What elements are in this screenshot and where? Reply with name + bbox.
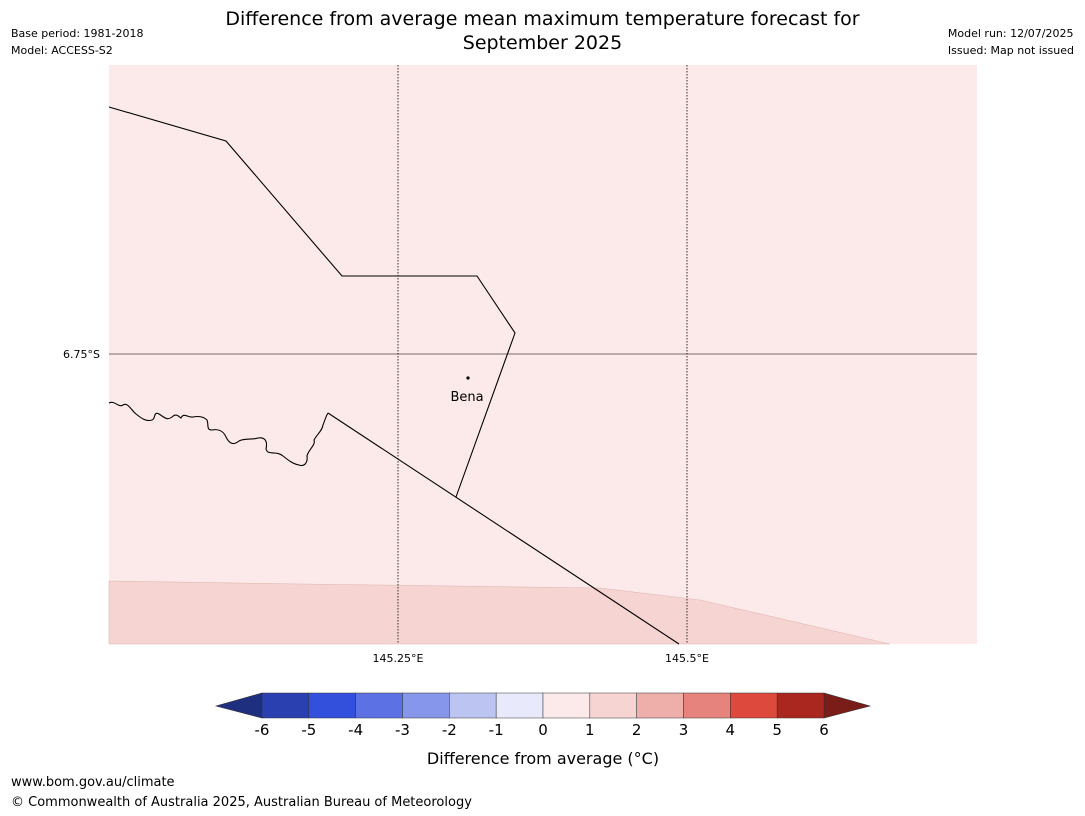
colorbar-over-arrow — [823, 692, 872, 719]
colorbar-tick-label: 5 — [772, 721, 782, 739]
colorbar-tick-label: 2 — [632, 721, 642, 739]
longitude-label-2: 145.5°E — [665, 652, 709, 665]
colorbar-swatch — [683, 692, 731, 719]
place-marker — [466, 376, 470, 380]
colorbar-swatch — [449, 692, 497, 719]
colorbar-swatch — [542, 692, 591, 719]
base-period-text: Base period: 1981-2018 — [11, 27, 144, 40]
anomaly-region-1-to-2 — [108, 580, 891, 645]
province-boundary-south — [327, 412, 680, 645]
footer-copyright: © Commonwealth of Australia 2025, Austra… — [11, 795, 472, 810]
colorbar-tick-label: -4 — [348, 721, 363, 739]
colorbar-tick-label: 6 — [819, 721, 829, 739]
colorbar-under-arrow — [214, 692, 263, 719]
title-line-1: Difference from average mean maximum tem… — [225, 8, 860, 30]
colorbar-swatch — [261, 692, 310, 719]
metadata-right: Model run: 12/07/2025 Issued: Map not is… — [948, 25, 1074, 59]
model-run-text: Model run: 12/07/2025 — [947, 27, 1074, 40]
colorbar-tick-label: 4 — [726, 721, 736, 739]
colorbar-swatch — [589, 692, 637, 719]
colorbar-swatch — [308, 692, 356, 719]
latitude-label: 6.75°S — [63, 348, 100, 361]
colorbar-swatch — [636, 692, 684, 719]
colorbar-tick-label: -2 — [442, 721, 457, 739]
colorbar-swatch — [495, 692, 544, 719]
colorbar-tick-label: -1 — [489, 721, 504, 739]
coastline-boundary — [108, 401, 329, 467]
title-line-2: September 2025 — [462, 32, 623, 54]
issued-text: Issued: Map not issued — [947, 44, 1074, 57]
colorbar-label: Difference from average (°C) — [427, 749, 659, 768]
colorbar-tick-label: -3 — [395, 721, 410, 739]
colorbar-tick-label: -6 — [255, 721, 270, 739]
province-boundary — [108, 106, 516, 498]
metadata-left: Base period: 1981-2018 Model: ACCESS-S2 — [11, 25, 143, 59]
colorbar-swatch — [402, 692, 450, 719]
colorbar-tick-label: 0 — [538, 721, 548, 739]
colorbar-tick-label: -5 — [301, 721, 316, 739]
colorbar-swatch — [730, 692, 778, 719]
longitude-label-1: 145.25°E — [373, 652, 424, 665]
colorbar-swatch — [776, 692, 825, 719]
map-title: Difference from average mean maximum tem… — [140, 7, 945, 55]
colorbar-tick-label: 1 — [585, 721, 595, 739]
colorbar-swatch — [355, 692, 403, 719]
colorbar: -6 -5 -4 -3 -2 -1 0 1 2 3 4 5 6 — [214, 692, 872, 739]
place-label-bena: Bena — [450, 390, 483, 405]
model-text: Model: ACCESS-S2 — [11, 44, 113, 57]
footer-url: www.bom.gov.au/climate — [11, 775, 175, 790]
colorbar-tick-label: 3 — [679, 721, 689, 739]
